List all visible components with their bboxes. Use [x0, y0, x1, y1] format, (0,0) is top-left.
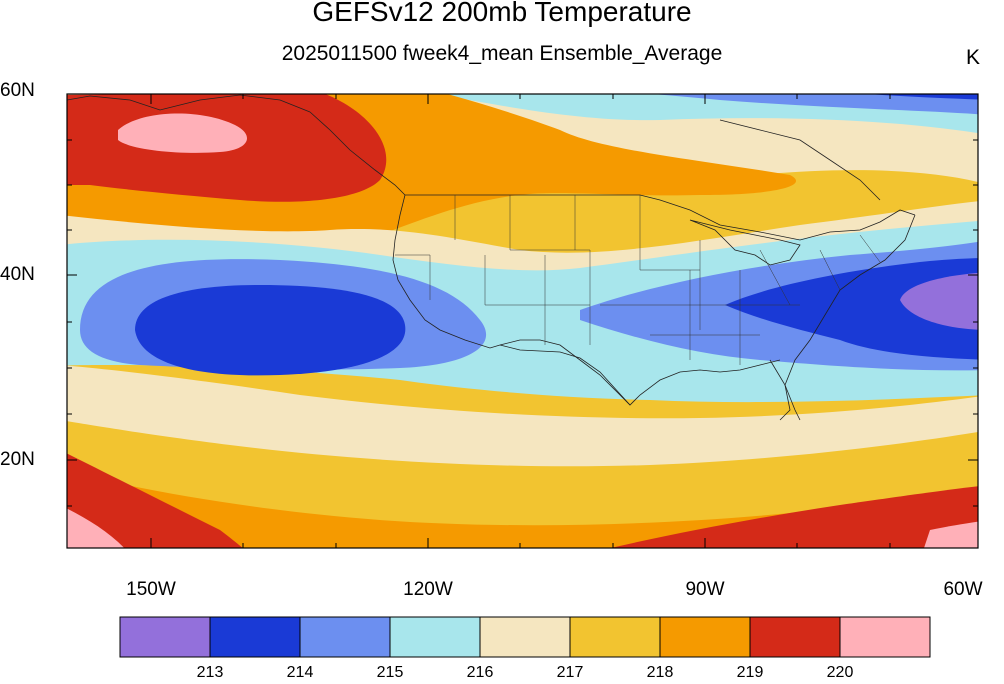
colorbar-label: 215: [376, 664, 404, 681]
state-line: [759, 249, 791, 306]
colorbar-swatch: [569, 616, 661, 658]
map-title: GEFSv12 200mb Temperature: [312, 0, 692, 27]
colorbar-label: 214: [286, 664, 314, 681]
lon-label-60w: 60W: [943, 579, 983, 600]
contour-south-221: [67, 508, 125, 548]
state-boundaries: [395, 195, 881, 365]
colorbar-swatch: [839, 616, 931, 658]
map-frame: [66, 93, 979, 549]
gulf-coast: [499, 339, 781, 406]
lon-label-120w: 120W: [403, 579, 453, 600]
lat-label-20n: 20N: [0, 449, 35, 470]
contour-cold-214: [135, 285, 406, 376]
lon-label-90w: 90W: [685, 579, 725, 600]
contour-south-220: [67, 453, 243, 548]
colorbar-swatch: [119, 616, 211, 658]
contour-field: [67, 94, 978, 548]
lat-label-60n: 60N: [0, 80, 35, 101]
state-line: [819, 249, 841, 291]
state-line: [639, 195, 700, 271]
lat-ticks: [67, 93, 978, 507]
colorbar: [119, 616, 931, 658]
colorbar-label: 213: [196, 664, 224, 681]
colorbar-swatch: [209, 616, 301, 658]
state-line: [509, 195, 590, 251]
state-line: [395, 254, 431, 300]
contour-south-217: [67, 365, 978, 467]
colorbar-label: 217: [556, 664, 584, 681]
contour-cold-213: [900, 272, 978, 330]
lat-label-40n: 40N: [0, 264, 35, 285]
units-label: K: [966, 46, 981, 69]
coastlines: [67, 94, 916, 421]
alaska-coast: [67, 94, 311, 113]
colorbar-swatch: [749, 616, 841, 658]
state-line: [859, 234, 881, 263]
us-border-north: [405, 194, 916, 241]
colorbar-label: 216: [466, 664, 494, 681]
colorbar-label: 220: [826, 664, 854, 681]
contour-north-214: [867, 94, 978, 100]
contour-warm-220-inner: [118, 113, 247, 153]
colorbar-label: 219: [736, 664, 764, 681]
contour-south-218: [67, 421, 978, 507]
mexico-border: [499, 344, 631, 406]
great-lakes: [689, 219, 801, 266]
contour-north-215: [652, 94, 978, 115]
colorbar-label: 218: [646, 664, 674, 681]
colorbar-swatch: [479, 616, 571, 658]
colorbar-swatch: [299, 616, 391, 658]
hudson-bay-coast: [719, 119, 881, 201]
bc-coast: [309, 111, 406, 196]
contour-south-220-east: [610, 486, 978, 548]
colorbar-swatch: [389, 616, 481, 658]
map-subtitle: 2025011500 fweek4_mean Ensemble_Average: [281, 42, 723, 65]
florida: [769, 359, 801, 421]
state-line: [484, 255, 590, 306]
lon-ticks: [150, 94, 891, 548]
us-east-coast: [779, 214, 916, 421]
lon-label-150w: 150W: [126, 579, 176, 600]
contour-south-221-east: [924, 521, 978, 548]
colorbar-swatch: [659, 616, 751, 658]
contour-cold-214-east: [725, 258, 978, 360]
us-west-coast: [392, 194, 501, 349]
